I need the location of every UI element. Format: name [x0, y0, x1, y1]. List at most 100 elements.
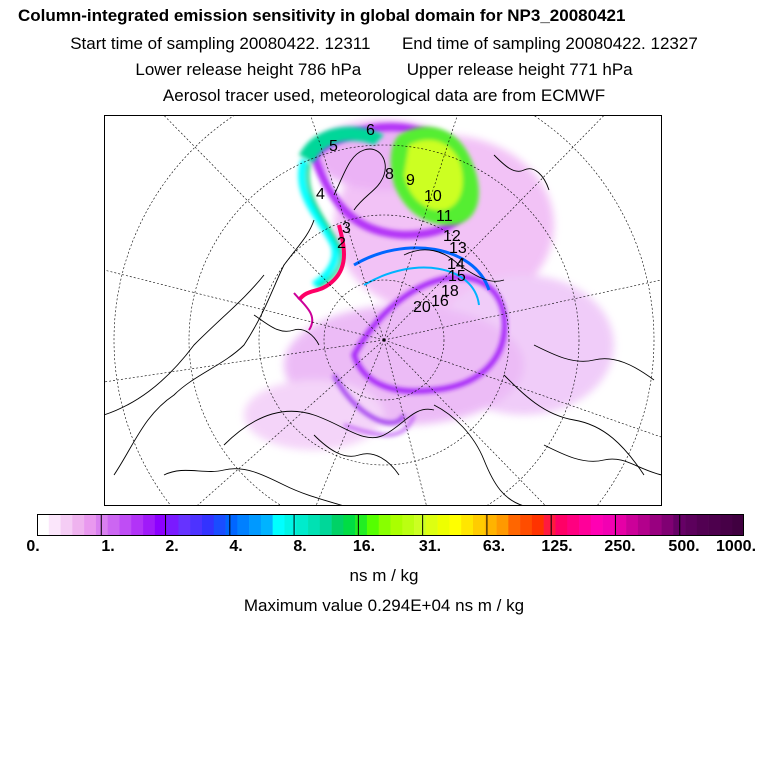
trajectory-label: 4: [316, 186, 325, 203]
colorbar-cell: [579, 514, 592, 536]
colorbar-cell: [319, 514, 332, 536]
colorbar-cell: [213, 514, 226, 536]
colorbar-cell: [555, 514, 568, 536]
colorbar-cell: [201, 514, 215, 536]
colorbar-cell: [637, 514, 651, 536]
colorbar-cell: [449, 514, 462, 536]
colorbar-cell: [461, 514, 474, 536]
colorbar-cell: [154, 514, 167, 536]
colorbar-cell: [390, 514, 403, 536]
colorbar-cell: [296, 514, 309, 536]
colorbar-tick-label: 4.: [229, 538, 243, 555]
upper-release-label: Upper release height: [406, 60, 565, 79]
maximum-value-units: ns m / kg: [455, 596, 525, 615]
colorbar-cell: [378, 514, 391, 536]
colorbar-cell: [685, 514, 698, 536]
colorbar-tick-label: 1000.: [715, 538, 757, 555]
colorbar-tick-label: 1.: [101, 538, 115, 555]
colorbar-cell: [614, 514, 627, 536]
colorbar-cell: [119, 514, 132, 536]
colorbar-tick-label: 500.: [668, 538, 700, 555]
trajectory-label: 3: [342, 220, 351, 237]
lower-release-value: 786 hPa: [297, 60, 362, 79]
colorbar-cell: [84, 514, 97, 536]
colorbar-cell: [732, 514, 744, 536]
plot-title: Column-integrated emission sensitivity i…: [18, 6, 626, 25]
colorbar-tick-label: 8.: [293, 538, 307, 555]
colorbar-cell: [402, 514, 415, 536]
trajectory-label: 8: [385, 166, 394, 183]
colorbar-cell: [649, 514, 662, 536]
trajectory-label: 6: [366, 122, 375, 139]
maximum-value-number: 0.294E+04: [367, 596, 451, 615]
colorbar-cell: [143, 514, 156, 536]
colorbar-cell: [437, 514, 450, 536]
colorbar-cell: [166, 514, 179, 536]
colorbar-cell: [567, 514, 580, 536]
colorbar-cell: [720, 514, 733, 536]
colorbar-cell: [590, 514, 603, 536]
colorbar-tick-label: 125.: [541, 538, 573, 555]
colorbar-cell: [60, 514, 73, 536]
tracer-note: Aerosol tracer used, meteorological data…: [162, 86, 606, 105]
colorbar-cell: [366, 514, 380, 536]
colorbar-cell: [508, 514, 521, 536]
colorbar-cell: [107, 514, 120, 536]
colorbar-tick-label: 0.: [26, 538, 40, 555]
trajectory-label: 11: [436, 208, 453, 225]
sampling-times: Start time of sampling 20080422. 12311 E…: [0, 34, 768, 54]
trajectory-label: 20: [413, 299, 431, 316]
colorbar-tick-label: 2.: [165, 538, 179, 555]
colorbar-cell: [414, 514, 427, 536]
colorbar-cell: [531, 514, 544, 536]
colorbar-cell: [249, 514, 262, 536]
end-time-label: End time of sampling: [401, 34, 561, 53]
colorbar-cell: [661, 514, 674, 536]
colorbar-cell: [484, 514, 497, 536]
colorbar-cell: [260, 514, 273, 536]
colorbar-cell: [343, 514, 356, 536]
colorbar-cell: [178, 514, 191, 536]
colorbar-cell: [355, 514, 368, 536]
release-heights: Lower release height 786 hPa Upper relea…: [0, 60, 768, 80]
colorbar-tick-label: 250.: [604, 538, 636, 555]
upper-release-value: 771 hPa: [569, 60, 633, 79]
colorbar-cell: [496, 514, 509, 536]
high-sensitivity-core: [298, 126, 479, 289]
colorbar-cell: [543, 514, 556, 536]
colorbar-cell: [520, 514, 533, 536]
colorbar-cell: [425, 514, 438, 536]
colorbar-cell: [272, 514, 285, 536]
colorbar-cell: [331, 514, 344, 536]
colorbar-cell: [190, 514, 203, 536]
colorbar-cell: [284, 514, 297, 536]
colorbar-cell: [72, 514, 85, 536]
trajectory-label: 9: [406, 172, 415, 189]
trajectory-label: 18: [441, 283, 459, 300]
colorbar-cell: [308, 514, 321, 536]
colorbar-cell: [472, 514, 486, 536]
lower-release-label: Lower release height: [135, 60, 294, 79]
graticule: [104, 115, 662, 506]
trajectory-label: 5: [329, 138, 338, 155]
trajectory-label: 15: [448, 268, 466, 285]
colorbar-cell: [95, 514, 108, 536]
colorbar-cell: [48, 514, 61, 536]
colorbar-cell: [696, 514, 709, 536]
colorbar-cell: [131, 514, 144, 536]
trajectory-label: 13: [449, 240, 467, 257]
trajectory-label: 14: [447, 256, 465, 273]
colorbar-tick-label: 16.: [352, 538, 376, 555]
start-time-label: Start time of sampling: [70, 34, 235, 53]
trajectory-label: 2: [337, 235, 346, 252]
colorbar-cell: [225, 514, 238, 536]
coastlines: [104, 148, 662, 506]
start-time-value: 20080422. 12311: [239, 34, 371, 53]
colorbar-cell: [626, 514, 639, 536]
end-time-value: 20080422. 12327: [565, 34, 698, 53]
colorbar-cell: [37, 514, 50, 536]
maximum-value-label: Maximum value: [243, 596, 363, 615]
trajectory-label: 10: [424, 188, 442, 205]
